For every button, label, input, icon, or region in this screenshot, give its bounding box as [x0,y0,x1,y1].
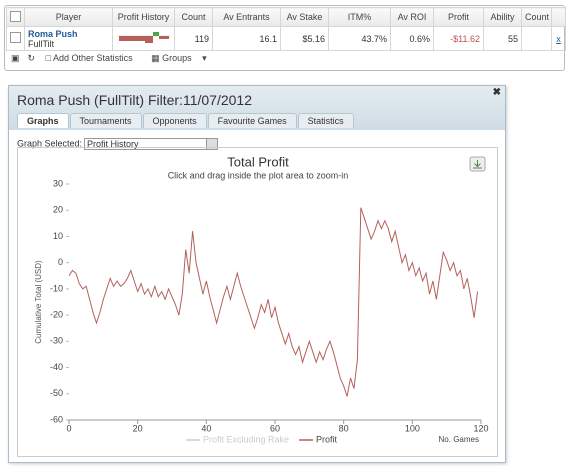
chart: Total Profit Click and drag inside the p… [34,154,488,444]
add-statistics[interactable]: □ Add Other Statistics [45,53,133,63]
sparkline [116,31,171,43]
header[interactable]: Count [521,7,552,27]
close-button[interactable]: ✖ [492,87,501,98]
y-tick-label: -30 [50,336,63,346]
header[interactable]: Player [24,7,113,27]
download-button[interactable] [469,156,486,172]
add-statistics-label: Add Other Statistics [53,53,133,63]
legend-label[interactable]: Profit Excluding Rake [203,434,289,444]
x-tick-label: 0 [66,423,71,433]
header[interactable]: Av Entrants [212,7,281,27]
graph-window: Roma Push (FullTilt) Filter:11/07/2012 ✖… [8,85,506,463]
site: FullTilt [28,38,55,49]
header[interactable]: Av ROI [390,7,434,27]
y-tick-label: -10 [50,283,63,293]
header[interactable]: Count [174,7,213,27]
tab[interactable]: Graphs [17,113,69,128]
delete-icon[interactable]: ▣ [11,53,20,63]
profit-line [68,207,479,397]
tab[interactable]: Tournaments [69,113,142,128]
legend-label[interactable]: Profit [316,434,338,444]
data-row: Roma Push FullTilt 119 16.1 $5.16 43.7% 0… [6,26,566,51]
chart-title: Total Profit [227,154,289,169]
cell: 43.7% [328,26,391,51]
header[interactable]: Ability [483,7,522,27]
chart-container: Total Profit Click and drag inside the p… [17,147,498,457]
header[interactable]: ITM% [328,7,391,27]
refresh-icon[interactable]: ↻ [27,53,36,63]
y-tick-label: 10 [53,231,63,241]
x-tick-label: 20 [133,423,143,433]
header-row: Player Profit History Count Av Entrants … [6,7,566,27]
x-tick-label: 40 [201,423,211,433]
tab[interactable]: Favourite Games [207,113,297,128]
cell: 0.6% [390,26,434,51]
select-all[interactable] [10,10,21,22]
x-tick-label: 80 [339,423,349,433]
x-axis-label: No. Games [439,435,479,444]
cell: $5.16 [280,26,329,51]
header[interactable]: Profit [433,7,484,27]
graph-dropdown[interactable]: Profit History [84,138,219,150]
y-tick-label: -20 [50,309,63,319]
y-tick-label: -50 [50,388,63,398]
stats-panel: Player Profit History Count Av Entrants … [4,5,566,71]
player-name[interactable]: Roma Push [28,28,78,39]
y-tick-label: 20 [53,205,63,215]
x-tick-label: 60 [270,423,280,433]
graph-selected: Profit History [87,139,139,149]
cell: 119 [174,26,213,51]
x-tick-label: 100 [405,423,420,433]
y-axis-label: Cumulative Total (USD) [34,260,43,344]
header[interactable]: Av Stake [280,7,329,27]
tab[interactable]: Statistics [297,113,354,128]
y-tick-label: -60 [50,414,63,424]
y-tick-label: 30 [53,178,63,188]
cell: 16.1 [212,26,281,51]
y-tick-label: -40 [50,362,63,372]
groups-label: Groups [162,53,192,63]
x-tick-label: 120 [473,423,488,433]
graph-selected-label: Graph Selected: [17,138,83,149]
cell: -$11.62 [433,26,484,51]
tabs: Graphs Tournaments Opponents Favourite Game… [17,113,355,128]
groups[interactable]: ▦ Groups ▾ [151,53,207,63]
toolbar: ▣ ↻ □ Add Other Statistics ▦ Groups ▾ [11,53,215,64]
chart-subtitle: Click and drag inside the plot area to z… [168,170,349,180]
header[interactable]: Profit History [112,7,175,27]
remove-link[interactable]: x [551,26,566,51]
y-tick-label: 0 [58,257,63,267]
cell: 55 [483,26,522,51]
row-checkbox[interactable] [10,32,21,43]
graph-selector: Graph Selected: Profit History [17,138,219,150]
window-title: Roma Push (FullTilt) Filter:11/07/2012 [17,92,252,108]
tab[interactable]: Opponents [142,113,207,128]
stats-table: Player Profit History Count Av Entrants … [6,7,566,51]
window-header: Roma Push (FullTilt) Filter:11/07/2012 ✖… [9,86,505,130]
